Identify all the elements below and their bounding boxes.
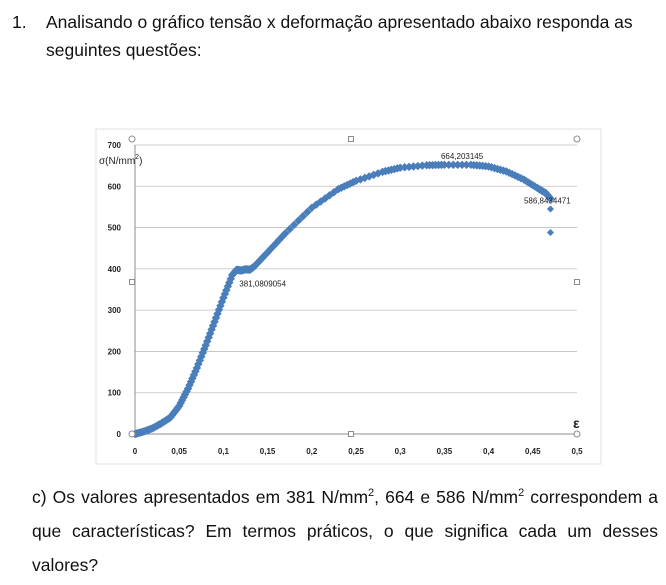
data-point [462,160,471,170]
y-tick-label: 700 [108,141,122,150]
y-tick-label: 600 [108,182,122,191]
data-point [285,224,294,234]
x-tick-labels: 0 0,05 0,1 0,15 0,2 0,25 0,3 0,35 0,4 0,45 0,5 [133,447,583,456]
axes [134,145,577,435]
data-point [298,212,308,221]
data-point [546,194,555,203]
y-tick-labels: 0 100 200 300 400 500 600 700 [108,141,122,439]
data-point [289,220,299,230]
resize-handle[interactable] [574,279,580,285]
data-point [448,160,458,170]
y-tick-label: 100 [108,389,122,398]
resize-handle[interactable] [348,431,354,437]
x-tick-label: 0,45 [525,447,541,456]
x-tick-label: 0,4 [483,447,495,456]
x-tick-label: 0,5 [571,447,583,456]
question-number: 1. [12,12,27,32]
data-point [281,229,290,238]
y-tick-label: 300 [108,306,122,315]
y-axis-label: σ(N/mm2) [99,154,142,167]
resize-handle[interactable] [573,430,581,438]
x-tick-label: 0 [133,447,138,456]
resize-handle[interactable] [573,135,581,143]
x-tick-label: 0,35 [437,447,453,456]
y-tick-label: 0 [117,430,122,439]
data-point [453,160,462,170]
x-tick-label: 0,3 [395,447,407,456]
sub-question-prefix: c) Os valores apresentados em 381 N/mm [32,487,369,507]
data-label: 664,203145 [441,152,484,161]
resize-handle[interactable] [348,136,354,142]
sub-question-suffix: correspondem a que características? Em t… [32,487,658,575]
y-tick-label: 400 [108,265,122,274]
data-annotations: 664,203145 586,8434471 381,0809054 [239,152,571,289]
y-tick-label: 200 [108,347,122,356]
x-tick-label: 0,25 [348,447,364,456]
series-points [130,160,555,439]
sub-question-c: c) Os valores apresentados em 381 N/mm2,… [32,480,658,582]
resize-handle[interactable] [128,430,136,438]
data-point [444,160,454,170]
stress-strain-chart: 0 100 200 300 400 500 600 700 0 0,05 0,1 0,15 0,2 0,… [95,128,603,466]
chart-svg: 0 100 200 300 400 500 600 700 0 0,05 0,1 0,15 0,2 0,… [95,128,602,465]
data-point [294,216,303,225]
x-tick-label: 0,15 [260,447,276,456]
question-text: Analisando o gráfico tensão x deformação… [46,12,633,60]
unit-exponent-1: 2 [368,487,375,500]
x-axis-label: ε [573,415,580,431]
x-tick-label: 0,1 [218,447,230,456]
data-point [457,160,467,170]
data-label: 586,8434471 [524,196,571,205]
unit-exponent-2: 2 [518,487,525,500]
resize-handle[interactable] [129,279,135,285]
grid-lines [135,144,577,394]
x-tick-label: 0,05 [171,447,187,456]
data-point [303,207,312,217]
y-tick-label: 500 [108,224,122,233]
x-tick-label: 0,2 [306,447,318,456]
resize-handle[interactable] [128,135,136,143]
selection-handles[interactable] [128,135,581,438]
sub-question-middle: , 664 e 586 N/mm [374,487,519,507]
data-point [440,160,449,170]
data-label: 381,0809054 [239,280,286,289]
